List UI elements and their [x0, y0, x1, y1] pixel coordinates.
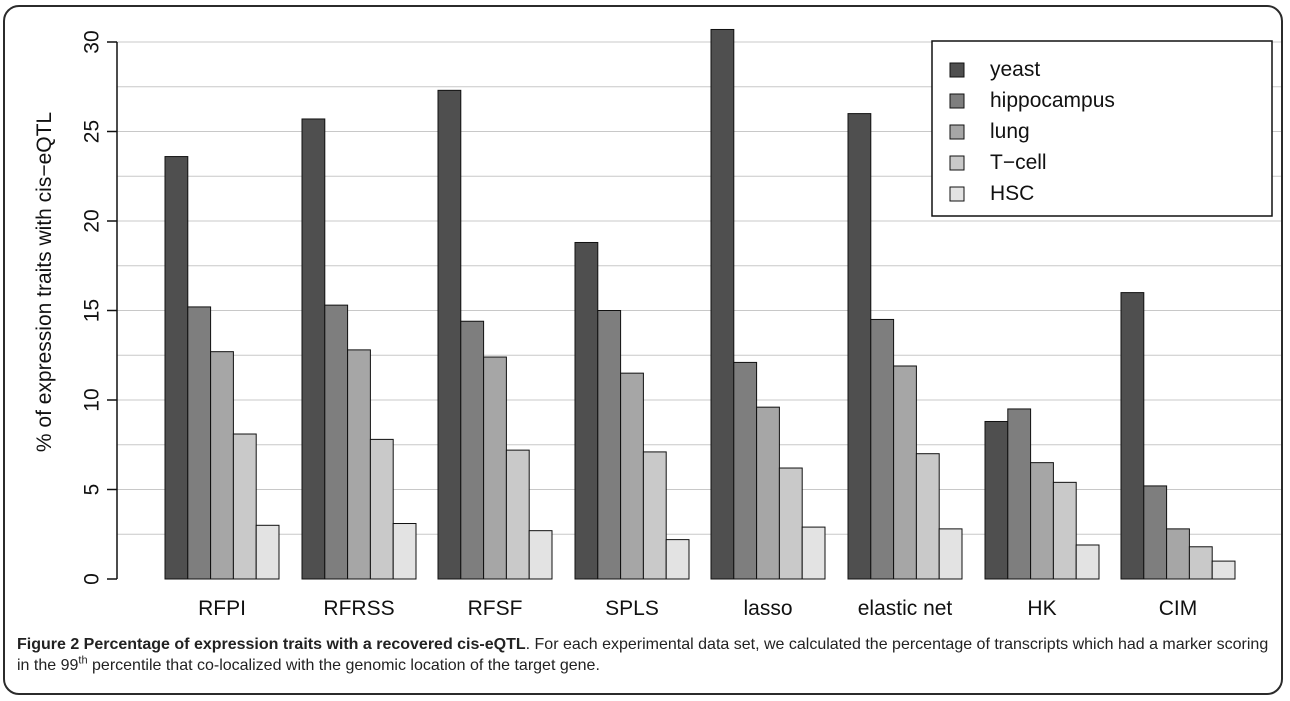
bar — [1052, 481, 1077, 580]
bar — [1143, 485, 1168, 580]
y-tick-label: 15 — [81, 299, 104, 322]
bar — [324, 304, 349, 580]
bar — [1166, 528, 1190, 580]
bar — [483, 356, 507, 580]
legend-swatch — [949, 124, 965, 140]
bar — [187, 306, 212, 580]
bar-chart: 0 5 10 15 20 25 30 RFPI RFRSS RFSF SPLS lasso elast… — [33, 28, 1281, 620]
caption-text-end: percentile that co-localized with the ge… — [87, 657, 600, 674]
bar — [847, 113, 872, 580]
y-tick-label: 30 — [81, 30, 104, 53]
legend-swatch — [949, 62, 965, 78]
bar — [301, 118, 326, 580]
y-tick-label: 20 — [81, 209, 104, 232]
bar — [255, 524, 280, 580]
bar — [893, 365, 917, 580]
bars — [164, 28, 1236, 580]
figure-caption: Figure 2 Percentage of expression traits… — [17, 634, 1279, 676]
bar — [164, 156, 189, 580]
bar — [369, 438, 394, 580]
x-tick-label: HK — [1027, 597, 1056, 620]
bar — [210, 351, 234, 580]
legend-label: T−cell — [990, 151, 1047, 174]
x-tick-label: CIM — [1159, 597, 1198, 620]
x-axis-labels: RFPI RFRSS RFSF SPLS lasso elastic net HK CIM — [198, 597, 1197, 620]
bar — [505, 449, 530, 580]
bar — [801, 526, 826, 580]
bar — [733, 361, 758, 580]
bar — [460, 320, 485, 580]
bar — [984, 420, 1009, 580]
legend-swatch — [949, 186, 965, 202]
bar — [232, 433, 257, 580]
bar — [392, 523, 417, 580]
bar — [665, 539, 690, 580]
bar — [574, 241, 599, 580]
legend-label: hippocampus — [990, 89, 1115, 112]
bar — [870, 318, 895, 580]
legend-label: HSC — [990, 182, 1034, 205]
bar — [1120, 292, 1145, 580]
y-axis-label: % of expression traits with cis−eQTL — [33, 112, 56, 452]
x-tick-label: RFPI — [198, 597, 246, 620]
y-tick-label: 5 — [81, 484, 104, 496]
y-axis: 0 5 10 15 20 25 30 — [81, 30, 118, 585]
bar — [597, 310, 622, 580]
legend-swatch — [949, 93, 965, 109]
y-tick-label: 10 — [81, 388, 104, 411]
bar — [1075, 544, 1100, 580]
bar — [1030, 462, 1054, 580]
bar — [642, 451, 667, 580]
bar — [1188, 546, 1213, 580]
x-tick-label: lasso — [743, 597, 792, 620]
x-tick-label: RFSF — [468, 597, 523, 620]
bar — [347, 349, 371, 580]
y-tick-label: 25 — [81, 120, 104, 143]
legend: yeast hippocampus lung T−cell HSC — [931, 40, 1273, 217]
bar — [1007, 408, 1032, 580]
legend-swatch — [949, 155, 965, 171]
x-tick-label: elastic net — [858, 597, 953, 620]
caption-superscript: th — [78, 654, 88, 667]
y-tick-label: 0 — [81, 573, 104, 585]
legend-label: lung — [990, 120, 1030, 143]
bar — [437, 89, 462, 580]
figure-frame: 0 5 10 15 20 25 30 RFPI RFRSS RFSF SPLS lasso elast… — [3, 5, 1283, 695]
bar — [938, 528, 963, 580]
caption-text: . For each experimental data set, we cal… — [17, 636, 1269, 674]
bar — [1211, 560, 1236, 580]
caption-title: Figure 2 Percentage of expression traits… — [17, 636, 526, 653]
bar — [620, 372, 644, 580]
bar — [915, 453, 940, 580]
legend-box — [931, 40, 1273, 217]
bar — [710, 28, 735, 580]
x-tick-label: SPLS — [605, 597, 659, 620]
legend-label: yeast — [990, 58, 1040, 81]
bar — [528, 530, 553, 580]
bar — [778, 467, 803, 580]
bar — [756, 406, 780, 580]
x-tick-label: RFRSS — [323, 597, 394, 620]
